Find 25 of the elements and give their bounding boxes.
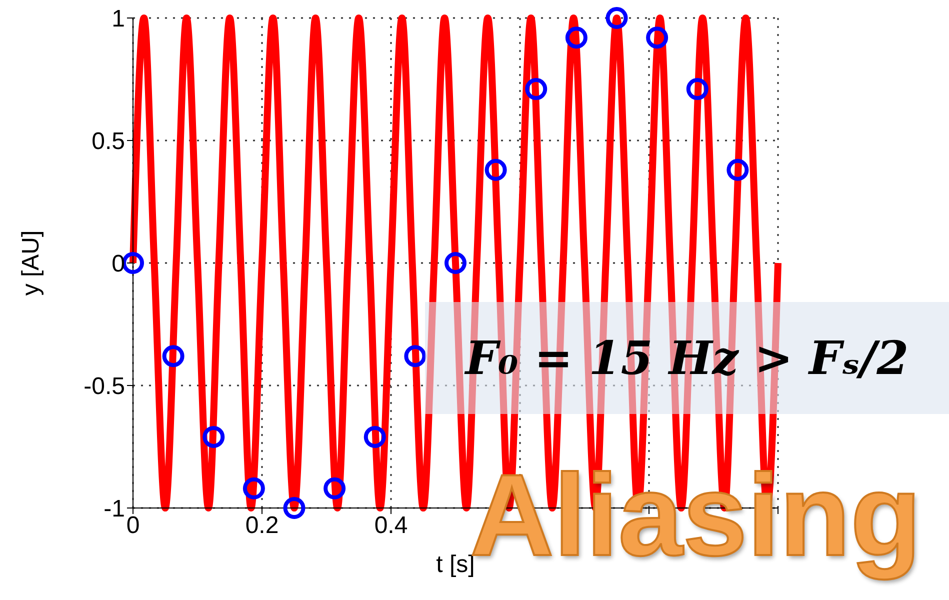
point [686, 78, 708, 100]
point [565, 26, 588, 49]
annotation: F₀ = 15 Hz > Fₛ/2 [465, 331, 909, 385]
point [404, 345, 426, 368]
y-tick-label: 0.5 [92, 128, 125, 156]
point [726, 158, 749, 181]
x-tick-label: 0.2 [245, 512, 279, 540]
point [364, 426, 386, 448]
point [324, 477, 346, 500]
point [122, 252, 144, 274]
point [646, 26, 668, 49]
point [444, 252, 466, 274]
point [162, 345, 184, 368]
point [525, 78, 548, 100]
y-tick-label: 1 [112, 6, 125, 33]
point [606, 7, 628, 29]
point [283, 497, 306, 519]
x-tick-label: 0.4 [374, 512, 408, 540]
y-tick-label: -1 [104, 496, 125, 523]
point [202, 426, 225, 448]
point [484, 158, 507, 181]
y-tick-label: 0 [112, 250, 125, 278]
y-axis-title: y [AU] [18, 230, 45, 296]
point [242, 477, 265, 500]
y-tick-label: -0.5 [84, 373, 125, 400]
